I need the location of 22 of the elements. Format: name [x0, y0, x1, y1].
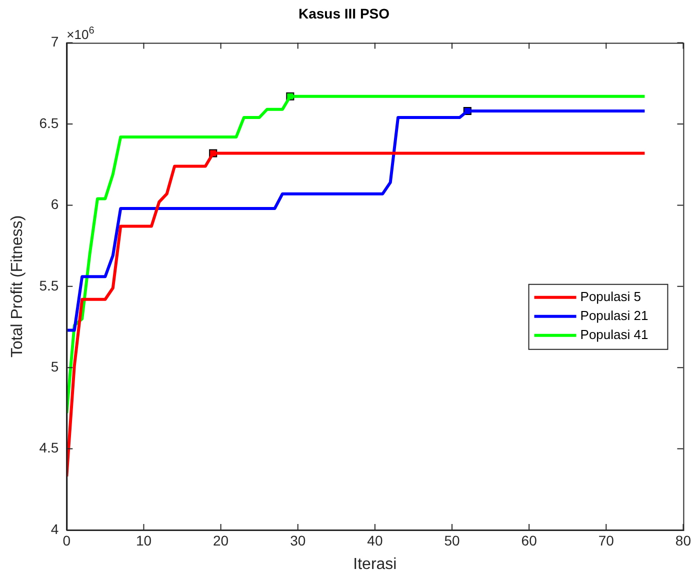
x-axis-title: Iterasi: [353, 556, 397, 573]
y-tick-label: 4: [50, 520, 59, 537]
y-tick-label: 4.5: [39, 440, 59, 456]
y-tick-label: 5.5: [39, 277, 59, 294]
x-tick-label: 10: [136, 532, 152, 548]
legend-label: Populasi 21: [580, 308, 648, 323]
x-tick-label: 0: [62, 532, 71, 548]
x-tick-label: 70: [598, 532, 614, 548]
x-tick-label: 80: [675, 532, 692, 548]
x-tick-label: 40: [367, 532, 383, 548]
x-tick-label: 30: [290, 532, 306, 548]
x-tick-label: 50: [444, 532, 460, 548]
y-axis-title: Total Profit (Fitness): [9, 215, 26, 358]
y-tick-label: 7: [50, 34, 59, 50]
y-tick-label: 5: [50, 358, 59, 374]
chart-title: Kasus III PSO: [298, 5, 390, 22]
x-tick-label: 60: [521, 532, 538, 548]
y-tick-label: 6.5: [39, 114, 59, 131]
y-tick-label: 6: [50, 196, 59, 212]
x-tick-label: 20: [213, 532, 229, 548]
legend-label: Populasi 41: [580, 326, 648, 342]
legend-label: Populasi 5: [580, 288, 641, 304]
